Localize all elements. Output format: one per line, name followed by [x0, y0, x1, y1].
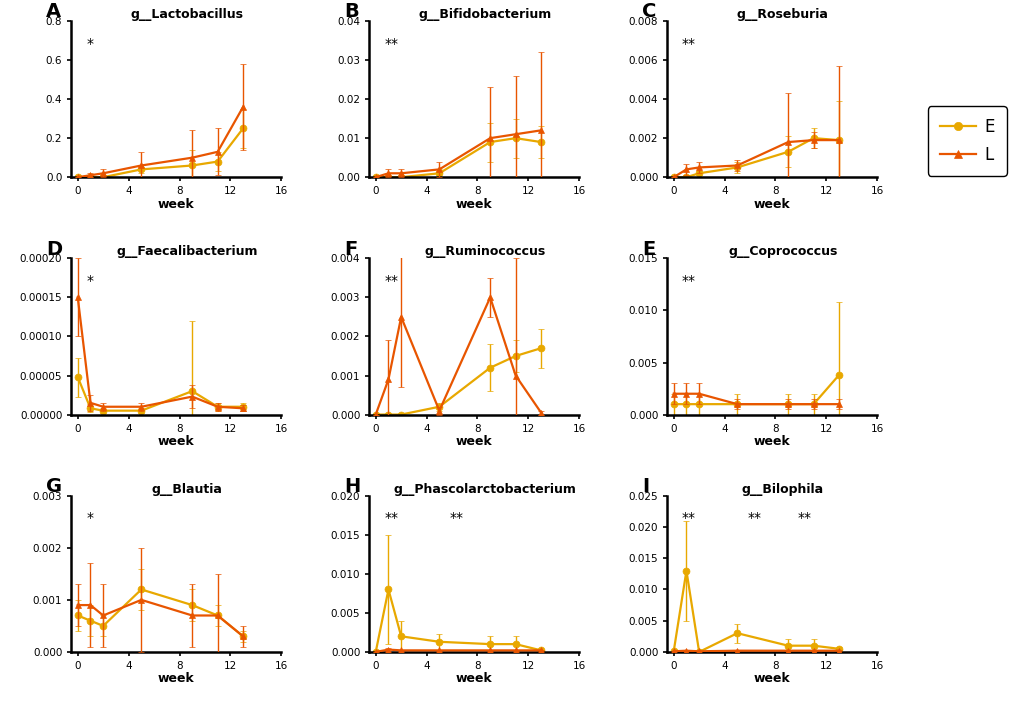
- Title: g__Faecalibacterium: g__Faecalibacterium: [116, 245, 258, 259]
- Text: A: A: [46, 2, 61, 21]
- X-axis label: week: week: [158, 198, 195, 210]
- X-axis label: week: week: [455, 198, 492, 210]
- Title: g__Bilophila: g__Bilophila: [741, 483, 823, 496]
- Text: *: *: [86, 36, 93, 50]
- Title: g__Coprococcus: g__Coprococcus: [728, 245, 837, 259]
- Title: g__Bifidobacterium: g__Bifidobacterium: [418, 8, 551, 21]
- X-axis label: week: week: [158, 672, 195, 686]
- X-axis label: week: week: [753, 198, 790, 210]
- Text: **: **: [797, 512, 811, 525]
- X-axis label: week: week: [158, 435, 195, 448]
- Text: E: E: [642, 240, 655, 259]
- Text: **: **: [746, 512, 760, 525]
- X-axis label: week: week: [753, 435, 790, 448]
- Text: H: H: [343, 477, 360, 496]
- Text: **: **: [384, 512, 397, 525]
- Text: **: **: [682, 274, 695, 288]
- Title: g__Lactobacillus: g__Lactobacillus: [130, 8, 244, 21]
- Text: C: C: [642, 2, 656, 21]
- X-axis label: week: week: [455, 672, 492, 686]
- Text: G: G: [46, 477, 62, 496]
- Text: **: **: [682, 512, 695, 525]
- Text: **: **: [384, 274, 397, 288]
- Text: *: *: [86, 512, 93, 525]
- Title: g__Roseburia: g__Roseburia: [736, 8, 827, 21]
- Text: **: **: [448, 512, 463, 525]
- X-axis label: week: week: [455, 435, 492, 448]
- Title: g__Phascolarctobacterium: g__Phascolarctobacterium: [393, 483, 576, 496]
- Title: g__Blautia: g__Blautia: [151, 483, 222, 496]
- Title: g__Ruminococcus: g__Ruminococcus: [424, 245, 545, 259]
- Text: F: F: [343, 240, 357, 259]
- Text: D: D: [46, 240, 62, 259]
- X-axis label: week: week: [753, 672, 790, 686]
- Text: *: *: [86, 274, 93, 288]
- Legend: E, L: E, L: [927, 107, 1006, 176]
- Text: B: B: [343, 2, 359, 21]
- Text: I: I: [642, 477, 649, 496]
- Text: **: **: [682, 36, 695, 50]
- Text: **: **: [384, 36, 397, 50]
